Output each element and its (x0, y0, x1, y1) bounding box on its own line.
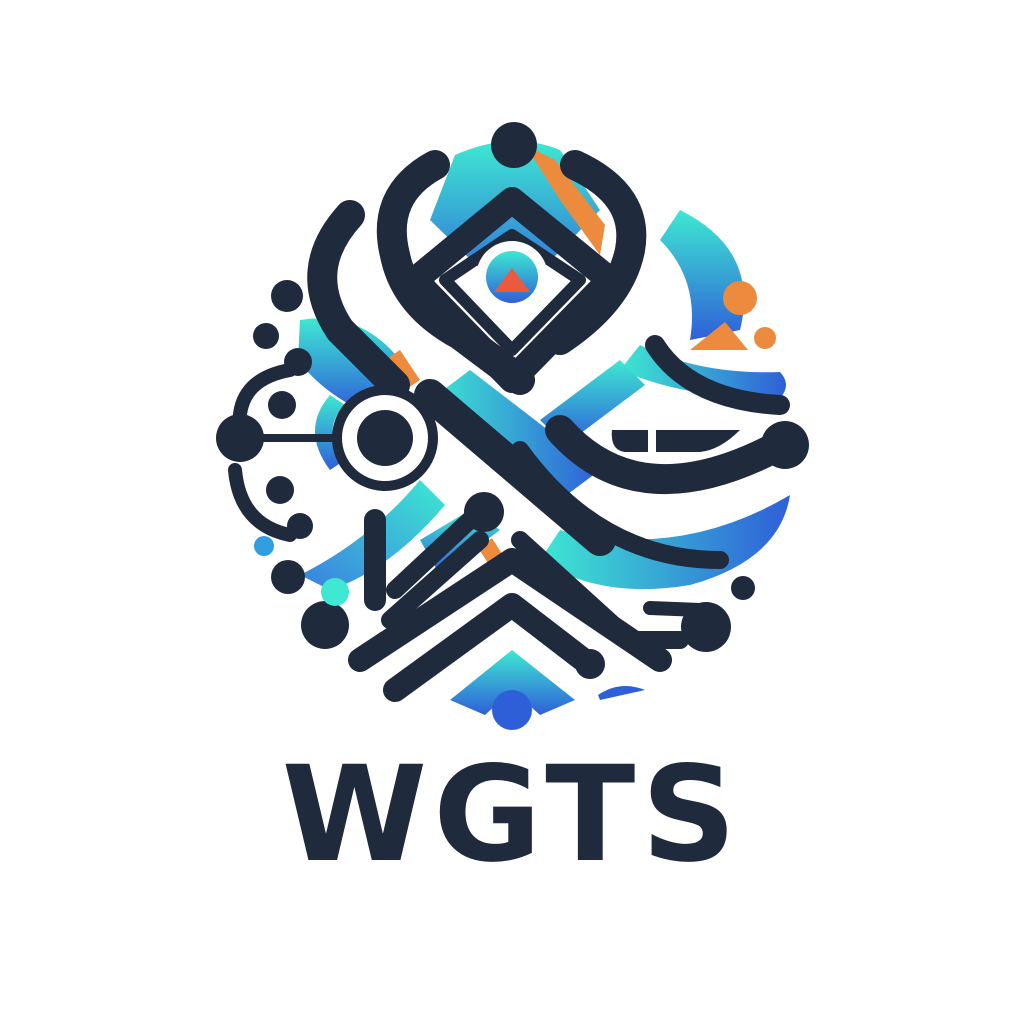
center-eye (476, 241, 548, 313)
navy-linework (228, 150, 795, 702)
brand-wordmark: WGTS (0, 740, 1024, 890)
hub-node (332, 385, 438, 491)
brand-name: WGTS (281, 738, 743, 892)
bottom-dot (492, 690, 532, 730)
navy-shapes (611, 430, 740, 452)
circuit-network-emblem-icon (216, 122, 809, 730)
teal-dots (254, 536, 349, 606)
network-nodes (216, 122, 809, 679)
